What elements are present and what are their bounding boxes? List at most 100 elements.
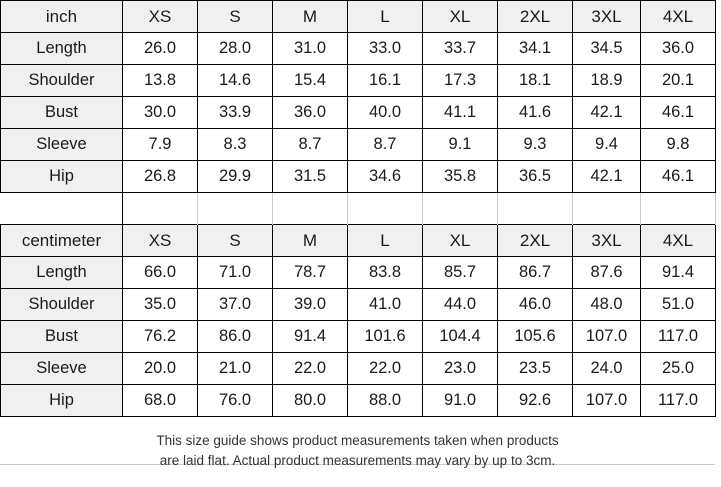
cell-shoulder-m: 15.4 — [272, 64, 348, 97]
cell-shoulder-xs: 13.8 — [122, 64, 198, 97]
cell-cm-hip-xs: 68.0 — [122, 384, 198, 417]
cell-bust-s: 33.9 — [197, 96, 273, 129]
cell-sleeve-4xl: 9.8 — [640, 128, 716, 161]
size-header-m: M — [272, 0, 348, 33]
cell-cm-bust-4xl: 117.0 — [640, 320, 716, 353]
spacer-cell — [497, 192, 573, 225]
cell-cm-sleeve-xs: 20.0 — [122, 352, 198, 385]
spacer-cell — [0, 192, 123, 225]
row-label-hip: Hip — [0, 160, 123, 193]
cell-cm-bust-xs: 76.2 — [122, 320, 198, 353]
size-header-2xl: 2XL — [497, 0, 573, 33]
cell-cm-shoulder-s: 37.0 — [197, 288, 273, 321]
cell-cm-sleeve-xl: 23.0 — [422, 352, 498, 385]
cell-cm-hip-xl: 91.0 — [422, 384, 498, 417]
cell-bust-2xl: 41.6 — [497, 96, 573, 129]
cell-cm-shoulder-xl: 44.0 — [422, 288, 498, 321]
size-header-cm-2xl: 2XL — [497, 224, 573, 257]
spacer-cell — [122, 192, 198, 225]
note-line-2: are laid flat. Actual product measuremen… — [159, 453, 556, 469]
cell-length-3xl: 34.5 — [572, 32, 641, 65]
row-label-cm-length: Length — [0, 256, 123, 289]
table-row: Bust 30.0 33.9 36.0 40.0 41.1 41.6 42.1 … — [0, 96, 716, 129]
cell-bust-m: 36.0 — [272, 96, 348, 129]
cell-bust-xl: 41.1 — [422, 96, 498, 129]
cell-cm-length-3xl: 87.6 — [572, 256, 641, 289]
cell-length-s: 28.0 — [197, 32, 273, 65]
cell-cm-sleeve-3xl: 24.0 — [572, 352, 641, 385]
cell-length-m: 31.0 — [272, 32, 348, 65]
size-header-cm-s: S — [197, 224, 273, 257]
table-row: Length 26.0 28.0 31.0 33.0 33.7 34.1 34.… — [0, 32, 716, 65]
table-header-row-inch: inch XS S M L XL 2XL 3XL 4XL — [0, 0, 716, 33]
cell-sleeve-s: 8.3 — [197, 128, 273, 161]
table-row: Sleeve 20.0 21.0 22.0 22.0 23.0 23.5 24.… — [0, 352, 716, 385]
cell-cm-hip-s: 76.0 — [197, 384, 273, 417]
cell-hip-l: 34.6 — [347, 160, 423, 193]
table-row: Hip 26.8 29.9 31.5 34.6 35.8 36.5 42.1 4… — [0, 160, 716, 193]
cell-cm-shoulder-xs: 35.0 — [122, 288, 198, 321]
cell-cm-shoulder-3xl: 48.0 — [572, 288, 641, 321]
size-guide-note: This size guide shows product measuremen… — [0, 417, 715, 468]
cell-cm-bust-l: 101.6 — [347, 320, 423, 353]
cell-cm-length-xs: 66.0 — [122, 256, 198, 289]
cell-cm-bust-m: 91.4 — [272, 320, 348, 353]
row-label-cm-sleeve: Sleeve — [0, 352, 123, 385]
cell-shoulder-l: 16.1 — [347, 64, 423, 97]
size-header-cm-3xl: 3XL — [572, 224, 641, 257]
cell-cm-length-s: 71.0 — [197, 256, 273, 289]
cell-cm-length-xl: 85.7 — [422, 256, 498, 289]
cell-sleeve-xl: 9.1 — [422, 128, 498, 161]
size-header-xs: XS — [122, 0, 198, 33]
table-row: Hip 68.0 76.0 80.0 88.0 91.0 92.6 107.0 … — [0, 384, 716, 417]
size-table-inch: inch XS S M L XL 2XL 3XL 4XL Length 26.0… — [0, 0, 716, 417]
cell-cm-hip-m: 80.0 — [272, 384, 348, 417]
spacer-cell — [272, 192, 348, 225]
cell-sleeve-3xl: 9.4 — [572, 128, 641, 161]
size-header-cm-xs: XS — [122, 224, 198, 257]
cell-sleeve-xs: 7.9 — [122, 128, 198, 161]
row-label-cm-bust: Bust — [0, 320, 123, 353]
cell-shoulder-3xl: 18.9 — [572, 64, 641, 97]
cell-cm-bust-2xl: 105.6 — [497, 320, 573, 353]
cell-cm-sleeve-4xl: 25.0 — [640, 352, 716, 385]
cell-length-l: 33.0 — [347, 32, 423, 65]
cell-hip-m: 31.5 — [272, 160, 348, 193]
size-header-cm-xl: XL — [422, 224, 498, 257]
cell-cm-hip-2xl: 92.6 — [497, 384, 573, 417]
cell-hip-2xl: 36.5 — [497, 160, 573, 193]
cell-hip-4xl: 46.1 — [640, 160, 716, 193]
table-row: Length 66.0 71.0 78.7 83.8 85.7 86.7 87.… — [0, 256, 716, 289]
cell-bust-4xl: 46.1 — [640, 96, 716, 129]
size-header-xl: XL — [422, 0, 498, 33]
cell-shoulder-2xl: 18.1 — [497, 64, 573, 97]
cell-sleeve-m: 8.7 — [272, 128, 348, 161]
table-row: Shoulder 13.8 14.6 15.4 16.1 17.3 18.1 1… — [0, 64, 716, 97]
cell-hip-3xl: 42.1 — [572, 160, 641, 193]
table-row: Shoulder 35.0 37.0 39.0 41.0 44.0 46.0 4… — [0, 288, 716, 321]
cell-cm-bust-3xl: 107.0 — [572, 320, 641, 353]
unit-label-inch: inch — [0, 0, 123, 33]
size-header-3xl: 3XL — [572, 0, 641, 33]
cell-bust-l: 40.0 — [347, 96, 423, 129]
cell-cm-hip-l: 88.0 — [347, 384, 423, 417]
row-label-cm-shoulder: Shoulder — [0, 288, 123, 321]
table-row: Sleeve 7.9 8.3 8.7 8.7 9.1 9.3 9.4 9.8 — [0, 128, 716, 161]
table-row: Bust 76.2 86.0 91.4 101.6 104.4 105.6 10… — [0, 320, 716, 353]
cell-hip-xs: 26.8 — [122, 160, 198, 193]
cell-cm-length-4xl: 91.4 — [640, 256, 716, 289]
cell-cm-hip-4xl: 117.0 — [640, 384, 716, 417]
cell-hip-s: 29.9 — [197, 160, 273, 193]
cell-length-xl: 33.7 — [422, 32, 498, 65]
cell-hip-xl: 35.8 — [422, 160, 498, 193]
row-label-sleeve: Sleeve — [0, 128, 123, 161]
cell-cm-bust-s: 86.0 — [197, 320, 273, 353]
spacer-cell — [572, 192, 641, 225]
size-header-s: S — [197, 0, 273, 33]
cell-cm-shoulder-2xl: 46.0 — [497, 288, 573, 321]
size-header-4xl: 4XL — [640, 0, 716, 33]
cell-shoulder-s: 14.6 — [197, 64, 273, 97]
note-line-1: This size guide shows product measuremen… — [156, 433, 559, 448]
spacer-cell — [347, 192, 423, 225]
